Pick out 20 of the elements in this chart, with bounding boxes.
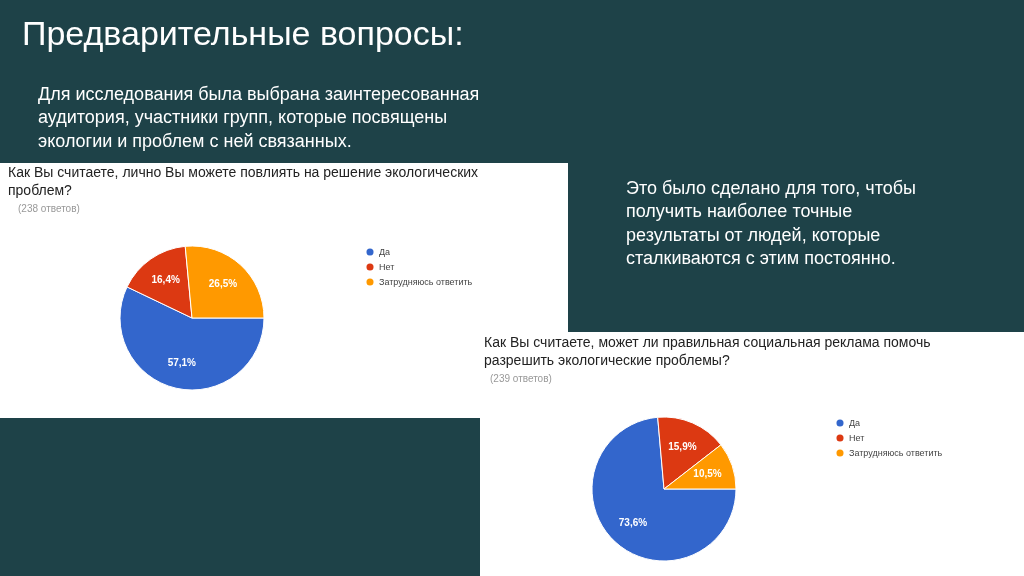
data-label: 26,5% [208,277,238,289]
pie-slice [591,416,737,562]
legend-label: Затрудняюсь ответить [379,277,473,287]
data-label: 16,4% [151,274,180,286]
text: Для исследования была выбрана заинтересованная аудитория, участники групп, которые посвящены экологии и проблем с ней связанных. [38,84,480,151]
legend-label: Нет [849,433,865,443]
data-label: 57,1% [167,356,197,368]
data-label: 15,9% [668,440,697,452]
chart-title: Как Вы считаете, может ли правильная социальная реклама помочь разрешить экологические проблемы? [484,334,931,369]
legend-label: Затрудняюсь ответить [849,448,943,458]
text: Это было сделано для того, чтобы получить наиболее точные результаты от людей, которые сталкиваются с этим постоянно. [626,178,917,269]
legend-label: Нет [379,262,395,272]
text: Предварительные вопросы: [22,14,464,52]
chart-subtitle: (239 ответов) [490,373,552,384]
data-label: 10,5% [693,468,722,480]
legend-label: Да [379,247,391,257]
legend-label: Да [849,418,861,428]
chart-subtitle: (238 ответов) [18,203,80,214]
data-label: 73,6% [618,516,648,528]
chart-title: Как Вы считаете, лично Вы можете повлиять на решение экологических проблем? [8,164,479,199]
